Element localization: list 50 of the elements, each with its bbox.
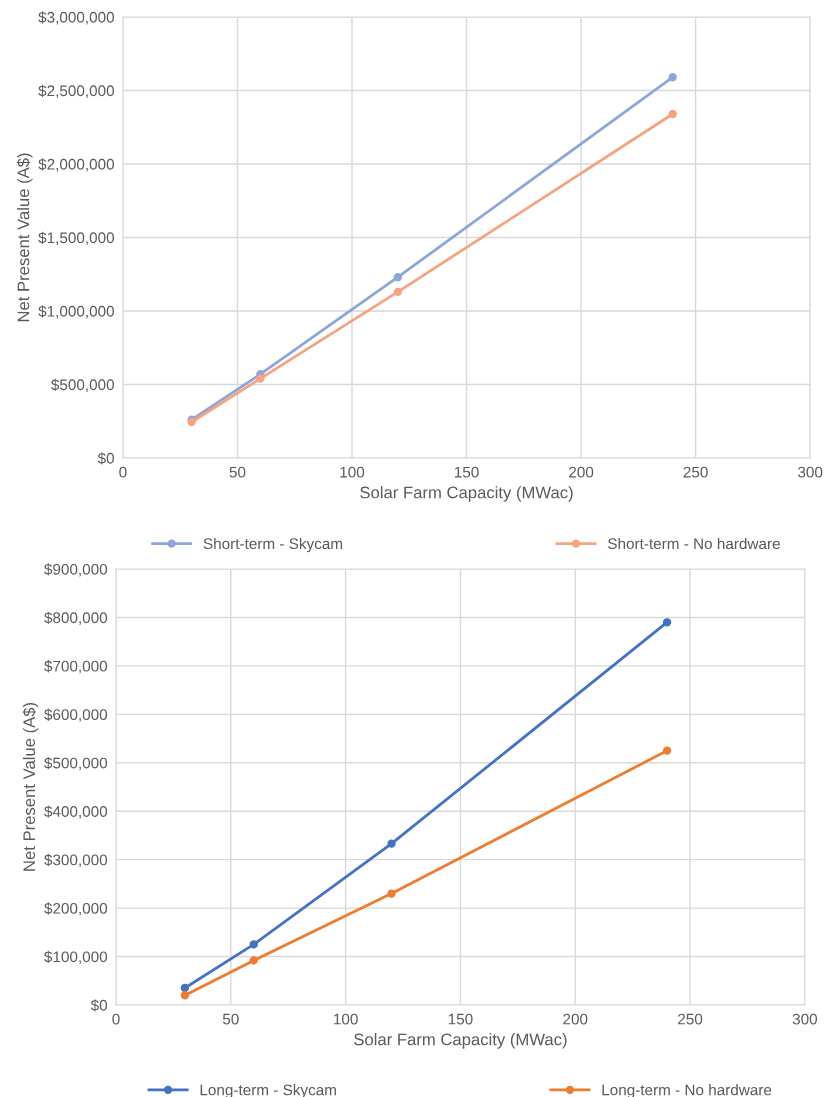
y-axis-title: Net Present Value (A$) (22, 702, 39, 871)
point (668, 73, 677, 82)
y-tick-label: $500,000 (44, 756, 108, 771)
x-tick-label: 300 (797, 466, 823, 478)
x-axis-title: Solar Farm Capacity (MWac) (354, 1033, 567, 1049)
y-tick-label: $500,000 (51, 378, 114, 392)
point (393, 273, 402, 282)
y-tick-label: $800,000 (44, 611, 108, 625)
x-tick-label: 200 (563, 1013, 588, 1025)
x-tick-label: 200 (569, 466, 594, 478)
x-tick-label: 100 (340, 466, 365, 478)
point (387, 889, 396, 898)
x-tick-label: 50 (222, 1013, 239, 1025)
x-tick-label: 150 (448, 1013, 473, 1025)
y-tick-label: $700,000 (44, 660, 108, 674)
legend-label: Short-term - Skycam (203, 537, 343, 553)
point (662, 746, 672, 755)
point (180, 983, 190, 993)
y-tick-label: $900,000 (44, 563, 108, 577)
y-tick-label: $300,000 (44, 853, 108, 868)
y-tick-label: $600,000 (44, 708, 108, 722)
x-tick-label: 250 (683, 466, 708, 478)
x-tick-label: 250 (678, 1013, 703, 1025)
y-tick-label: $2,000,000 (38, 158, 114, 172)
point (387, 839, 396, 848)
x-tick-label: 100 (334, 1013, 358, 1025)
point (393, 287, 402, 297)
y-tick-label: $100,000 (44, 950, 108, 965)
y-tick-label: $0 (97, 452, 114, 465)
point (256, 374, 265, 383)
y-tick-label: $0 (90, 999, 108, 1012)
point (249, 956, 258, 965)
point (662, 618, 672, 627)
y-tick-label: $3,000,000 (38, 11, 114, 25)
x-tick-label: 0 (112, 1013, 120, 1025)
legend-label: Short-term - No hardware (608, 537, 780, 550)
y-tick-label: $200,000 (44, 902, 108, 916)
x-tick-label: 150 (454, 466, 479, 478)
point (180, 991, 190, 1000)
y-axis-title: Net Present Value (A$) (16, 153, 33, 322)
y-tick-label: $1,500,000 (38, 231, 114, 245)
y-tick-label: $1,000,000 (38, 305, 114, 319)
point (668, 109, 677, 119)
x-axis-title: Solar Farm Capacity (MWac) (360, 486, 573, 502)
point (249, 940, 258, 949)
x-tick-label: 0 (119, 466, 127, 478)
y-tick-label: $400,000 (44, 805, 108, 819)
x-tick-label: 50 (229, 466, 246, 478)
y-tick-label: $2,500,000 (38, 84, 114, 98)
x-tick-label: 300 (792, 1013, 818, 1025)
